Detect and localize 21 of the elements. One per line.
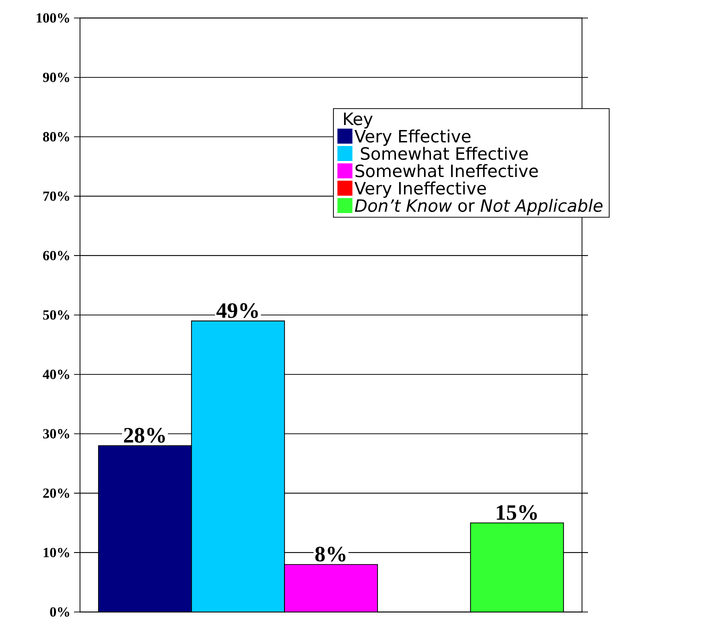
y-tick-label: 90%	[42, 72, 70, 82]
y-tick-label: 50%	[43, 310, 70, 320]
legend-label: Very Effective	[354, 129, 470, 146]
legend-label: Don’t Know or Not Applicable	[354, 198, 602, 216]
data-label: 49%	[216, 303, 258, 318]
y-tick-label: 0%	[50, 607, 70, 617]
data-label: 8%	[315, 546, 346, 562]
legend-label: Somewhat Ineffective	[356, 164, 538, 178]
y-tick-label: 40%	[42, 370, 70, 380]
y-tick-label: 10%	[44, 548, 70, 558]
legend-title: Key	[344, 112, 373, 129]
y-tick-label: 30%	[43, 429, 70, 439]
legend-label: Very Ineffective	[354, 182, 486, 198]
data-label: 15%	[496, 505, 537, 520]
y-tick-label: 20%	[43, 488, 70, 498]
data-label: 28%	[124, 428, 165, 443]
y-tick-label: 70%	[43, 191, 70, 201]
legend-label: Somewhat Effective	[360, 146, 528, 160]
y-tick-label: 60%	[43, 250, 70, 260]
y-tick-label: 80%	[43, 132, 70, 142]
y-tick-label: 100%	[36, 13, 70, 23]
